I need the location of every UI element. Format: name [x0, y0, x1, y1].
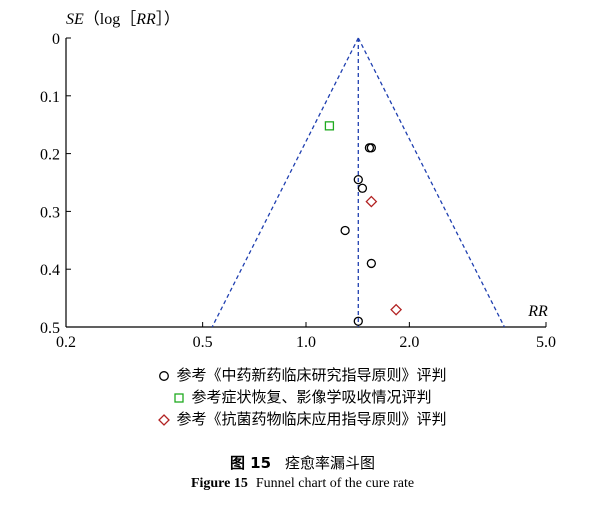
y-tick-label: 0 — [52, 31, 60, 48]
data-points — [324, 121, 403, 326]
circle-point — [353, 174, 363, 185]
funnel-chart: 00.10.20.30.40.50.2 0.5 1.0 2.0 5.0 SE（log［R… — [40, 10, 556, 351]
legend-label-diamond: 参考《抗菌药物临床应用指导原则》评判 — [176, 410, 447, 428]
figure-title-en: Funnel chart of the cure rate — [255, 476, 415, 491]
circle-point — [353, 316, 363, 326]
figure-number-cn: 图 15 — [229, 454, 272, 472]
lower-confidence-line — [211, 37, 359, 328]
x-tick-label: 2.0 — [399, 334, 419, 351]
y-tick-label: 0.1 — [40, 89, 60, 106]
square-point — [324, 121, 335, 131]
diamond-point — [390, 303, 403, 316]
axis-labels: SE（log［RR］） RR — [66, 10, 548, 320]
diamond-point — [365, 195, 378, 208]
y-tick-label: 0.5 — [40, 320, 60, 337]
circle-point — [340, 225, 350, 236]
x-tick-label: 1.0 — [296, 334, 316, 351]
y-axis-label: SE（log［RR］） — [66, 10, 180, 28]
x-tick-label: 0.5 — [193, 334, 213, 351]
x-axis-label: RR — [527, 303, 548, 320]
diamond-marker-icon — [158, 413, 171, 426]
y-tick-label: 0.4 — [40, 262, 60, 279]
funnel-reference-lines — [211, 37, 506, 328]
figure-caption-en: Figure 15 Funnel chart of the cure rate — [0, 476, 605, 492]
circle-point — [357, 183, 368, 193]
x-tick-label: 5.0 — [536, 334, 556, 351]
y-tick-label: 0.3 — [40, 204, 60, 221]
circle-point — [366, 258, 377, 269]
y-tick-label: 0.2 — [40, 147, 60, 164]
upper-confidence-line — [357, 37, 506, 328]
x-tick-label: 0.2 — [56, 334, 76, 351]
figure-number-en: Figure 15 — [190, 476, 248, 491]
circle-marker-icon — [159, 370, 170, 381]
chart-axes: 00.10.20.30.40.50.2 0.5 1.0 2.0 5.0 — [40, 31, 556, 351]
legend-label-square: 参考症状恢复、影像学吸收情况评判 — [191, 388, 432, 406]
square-marker-icon — [174, 392, 185, 403]
figure-caption-cn: 图 15 痊愈率漏斗图 — [0, 452, 605, 473]
figure-title-cn: 痊愈率漏斗图 — [285, 454, 376, 472]
legend-entry-square: 参考症状恢复、影像学吸收情况评判 — [0, 386, 605, 408]
chart-legend: 参考《中药新药临床研究指导原则》评判 参考症状恢复、影像学吸收情况评判 参考《抗… — [0, 364, 605, 430]
legend-entry-circle: 参考《中药新药临床研究指导原则》评判 — [0, 364, 605, 386]
legend-entry-diamond: 参考《抗菌药物临床应用指导原则》评判 — [0, 408, 605, 430]
circle-point — [366, 143, 377, 153]
legend-label-circle: 参考《中药新药临床研究指导原则》评判 — [176, 366, 447, 384]
